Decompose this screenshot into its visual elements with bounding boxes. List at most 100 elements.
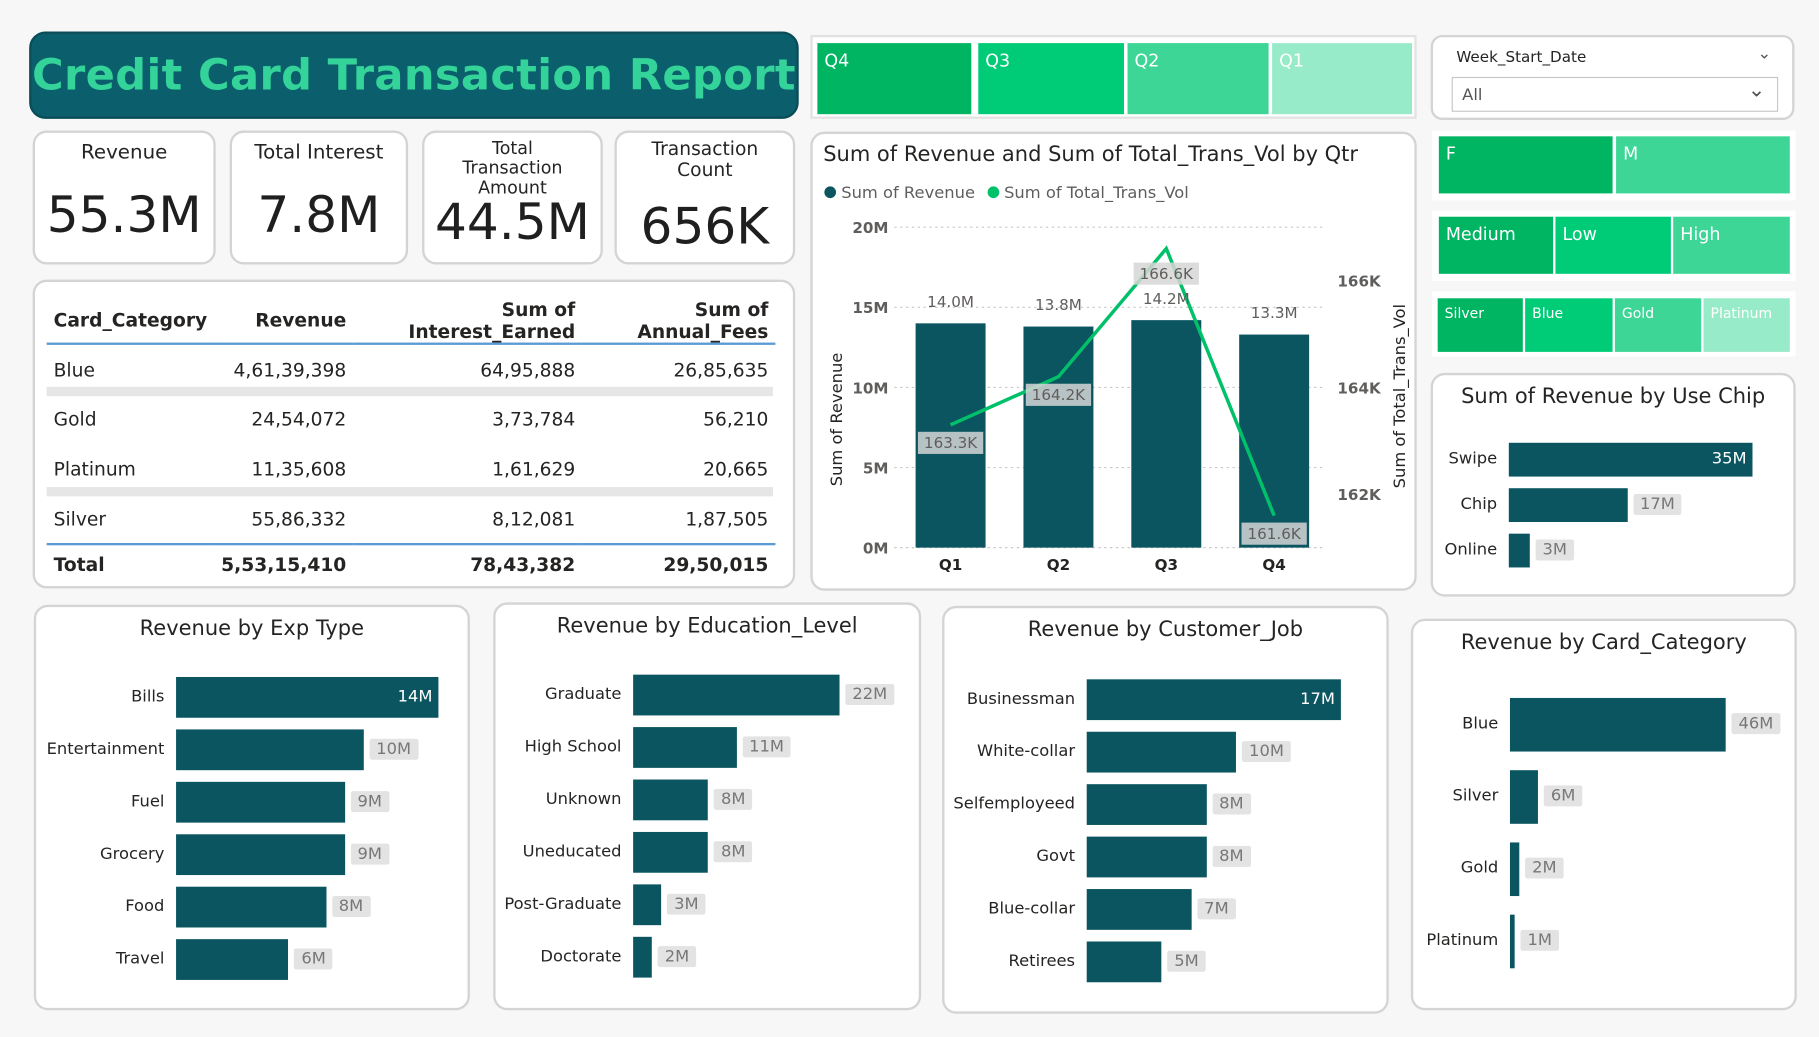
revenue-data-label: 13.8M	[1035, 296, 1082, 314]
bar[interactable]	[1086, 679, 1341, 721]
bar[interactable]	[633, 884, 662, 926]
category-label: Graduate	[544, 684, 622, 704]
bar[interactable]	[1508, 442, 1753, 477]
quarter-slicer-q2[interactable]: Q2	[1127, 43, 1269, 115]
table-cell: 55,86,332	[251, 507, 347, 530]
table-header[interactable]: Card_Category	[46, 297, 215, 345]
category-label: Entertainment	[46, 739, 165, 758]
y2-axis-title: Sum of Total_Trans_Vol	[1390, 304, 1410, 488]
category-label: Gold	[1460, 858, 1499, 878]
category-label: Blue-collar	[988, 898, 1076, 918]
week-slicer-value: All	[1462, 86, 1483, 105]
bar[interactable]	[1509, 914, 1515, 969]
x-tick-label: Q1	[939, 556, 962, 574]
revenue-by-education-card: Revenue by Education_Level Graduate 22M Hi…	[493, 602, 922, 1011]
chevron-down-icon[interactable]: ⌄	[1757, 44, 1772, 63]
category-slicer-gold[interactable]: Gold	[1614, 298, 1702, 352]
category-label: Grocery	[100, 844, 165, 863]
table-header[interactable]: Revenue	[214, 297, 354, 345]
income-slicer-high[interactable]: High	[1673, 216, 1790, 274]
category-label: Chip	[1460, 494, 1498, 514]
kpi-revenue-value: 55.3M	[46, 186, 202, 245]
transvol-label-bg	[917, 431, 984, 454]
category-label: Retirees	[1008, 951, 1076, 971]
quarter-slicer-q3[interactable]: Q3	[978, 43, 1125, 115]
category-slicer: Silver Blue Gold Platinum	[1431, 291, 1796, 357]
data-label: 17M	[1632, 493, 1682, 515]
table-cell: Blue	[53, 358, 95, 381]
bar[interactable]	[1086, 836, 1207, 878]
card-category-table: Card_Category Revenue Sum of Interest_Ea…	[46, 297, 776, 584]
bar[interactable]	[176, 886, 326, 928]
transvol-data-label: 166.6K	[1140, 265, 1194, 283]
report-title-banner: Credit Card Transaction Report	[29, 31, 799, 119]
transvol-label-bg	[1133, 262, 1199, 285]
revenue-bar[interactable]	[1023, 326, 1094, 548]
revenue-by-customer-job-card: Revenue by Customer_Job Businessman 17M Wh…	[942, 605, 1389, 1014]
bar[interactable]	[176, 729, 364, 771]
table-row: Silver 55,86,332 8,12,081 1,87,505	[47, 494, 776, 544]
bar[interactable]	[1509, 697, 1726, 752]
quarter-slicer-q1[interactable]: Q1	[1272, 43, 1413, 115]
data-label: 9M	[350, 843, 390, 864]
category-label: Doctorate	[540, 946, 622, 966]
kpi-trans-count-value: 656K	[640, 198, 770, 257]
row-band	[46, 386, 774, 397]
bar[interactable]	[1086, 784, 1207, 825]
week-slicer-dropdown[interactable]: All ⌄	[1451, 76, 1779, 112]
bar[interactable]	[1509, 842, 1520, 897]
bar[interactable]	[1508, 533, 1530, 568]
data-label: 3M	[667, 893, 706, 915]
bar[interactable]	[633, 936, 652, 978]
chart-title: Revenue by Customer_Job	[1027, 617, 1304, 643]
bar[interactable]	[1508, 488, 1628, 523]
data-label: 2M	[1525, 857, 1564, 879]
table-cell: Platinum	[53, 457, 136, 481]
income-slicer-low[interactable]: Low	[1555, 216, 1671, 274]
revenue-by-exp-type-card: Revenue by Exp Type Bills 14M Entertainmen…	[33, 604, 470, 1011]
bar[interactable]	[176, 939, 289, 980]
y-tick-label: 5M	[863, 459, 889, 477]
bar[interactable]	[633, 727, 737, 768]
legend-dot-transvol	[987, 186, 999, 199]
kpi-interest-card: Total Interest 7.8M	[229, 130, 409, 265]
category-slicer-platinum[interactable]: Platinum	[1703, 298, 1790, 352]
bar[interactable]	[1086, 731, 1237, 773]
revenue-bar[interactable]	[1239, 334, 1310, 548]
table-total-row: Total 5,53,15,410 78,43,382 29,50,015	[46, 542, 776, 584]
table-row: Gold 24,54,072 3,73,784 56,210	[47, 394, 776, 444]
category-slicer-blue[interactable]: Blue	[1525, 298, 1613, 352]
bar[interactable]	[1086, 889, 1192, 930]
chart-title: Sum of Revenue by Use Chip	[1461, 384, 1766, 409]
gender-slicer-m[interactable]: M	[1616, 136, 1790, 194]
category-slicer-silver[interactable]: Silver	[1437, 298, 1523, 352]
gender-slicer: F M	[1431, 130, 1796, 201]
data-label: 10M	[1242, 740, 1291, 762]
revenue-bar[interactable]	[1131, 320, 1202, 548]
table-header[interactable]: Sum of Annual_Fees	[582, 297, 776, 345]
y-tick-label: 0M	[863, 539, 889, 557]
bar[interactable]	[176, 781, 345, 823]
transvol-label-bg	[1025, 383, 1092, 406]
data-label: 9M	[350, 790, 390, 812]
bar[interactable]	[633, 779, 709, 821]
table-header[interactable]: Sum of Interest_Earned	[353, 297, 583, 345]
data-label: 8M	[1212, 845, 1251, 867]
gender-slicer-f[interactable]: F	[1438, 136, 1613, 194]
transvol-line[interactable]	[949, 245, 1276, 517]
bar[interactable]	[176, 676, 439, 718]
quarter-slicer-q4[interactable]: Q4	[817, 43, 972, 115]
chart-title: Revenue by Card_Category	[1460, 630, 1747, 655]
category-label: Selfemployeed	[953, 794, 1076, 813]
table-cell: 1,87,505	[685, 507, 769, 530]
bar[interactable]	[1509, 770, 1539, 824]
category-label: Silver	[1452, 786, 1499, 806]
income-slicer-medium[interactable]: Medium	[1438, 216, 1554, 274]
bar[interactable]	[633, 674, 840, 716]
row-band	[46, 487, 774, 497]
data-label: 2M	[657, 945, 697, 967]
bar[interactable]	[1086, 941, 1162, 983]
bar[interactable]	[633, 831, 709, 873]
bar[interactable]	[176, 834, 345, 876]
table-cell: 64,95,888	[480, 358, 576, 381]
